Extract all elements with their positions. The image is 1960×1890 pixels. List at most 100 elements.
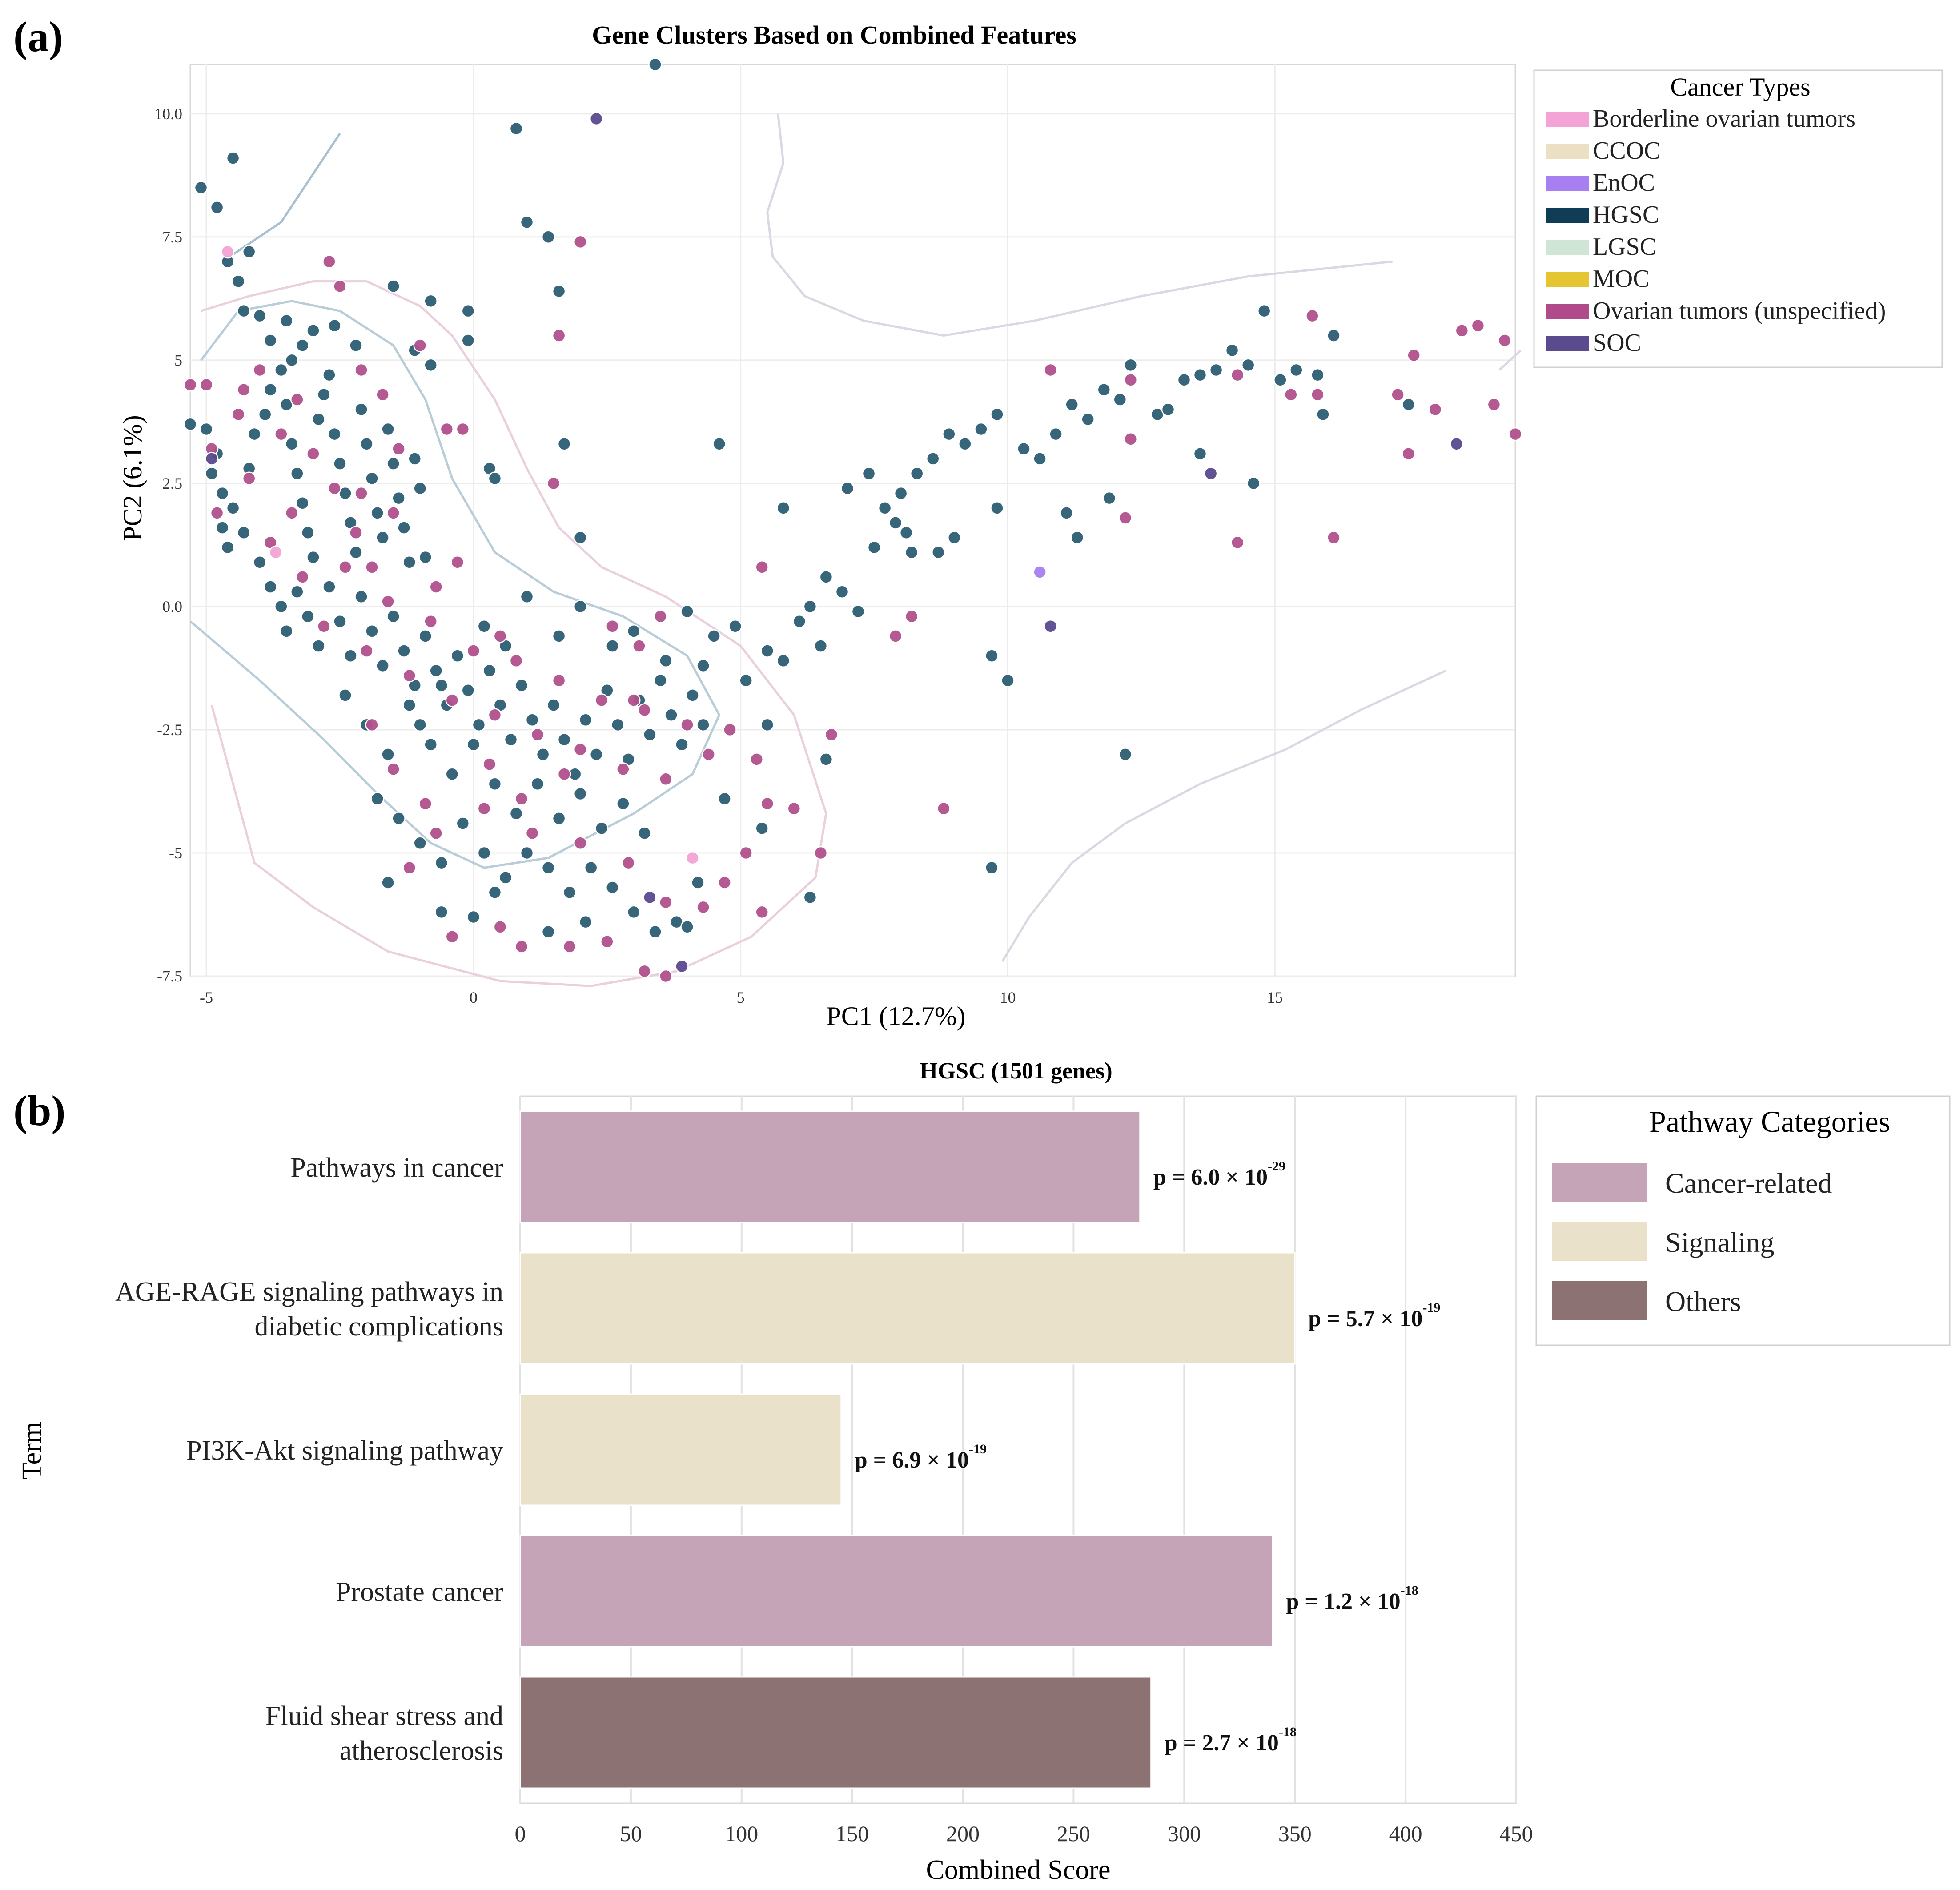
point-ovarian-tumors-unspecified xyxy=(450,555,465,569)
point-hgsc xyxy=(450,649,465,663)
point-ovarian-tumors-unspecified xyxy=(1044,363,1057,377)
point-ovarian-tumors-unspecified xyxy=(824,728,839,742)
point-hgsc xyxy=(932,545,945,559)
point-hgsc xyxy=(504,732,518,747)
point-ovarian-tumors-unspecified xyxy=(937,801,951,816)
point-hgsc xyxy=(648,57,662,72)
cancer-types-legend: Cancer Types Borderline ovarian tumors CC… xyxy=(1533,69,1943,368)
point-hgsc xyxy=(739,673,753,688)
category-label: Fluid shear stress and xyxy=(265,1701,503,1731)
point-ovarian-tumors-unspecified xyxy=(888,629,903,643)
point-hgsc xyxy=(696,718,710,732)
point-ovarian-tumors-unspecified xyxy=(466,644,481,658)
x-tick-label: 0 xyxy=(515,1821,526,1846)
point-hgsc xyxy=(322,368,336,382)
x-tick-label: 300 xyxy=(1168,1821,1201,1846)
point-hgsc xyxy=(835,585,849,599)
category-label: PI3K-Akt signaling pathway xyxy=(186,1436,503,1466)
point-ovarian-tumors-unspecified xyxy=(413,338,427,352)
point-ovarian-tumors-unspecified xyxy=(199,378,213,392)
point-hgsc xyxy=(819,570,833,584)
point-ovarian-tumors-unspecified xyxy=(386,506,400,520)
point-ovarian-tumors-unspecified xyxy=(1508,427,1522,441)
point-ovarian-tumors-unspecified xyxy=(755,905,769,919)
panel-label-b: (b) xyxy=(13,1087,65,1134)
point-enoc xyxy=(1033,565,1047,579)
point-hgsc xyxy=(413,836,427,850)
point-ovarian-tumors-unspecified xyxy=(365,560,379,574)
point-hgsc xyxy=(392,812,406,825)
point-ovarian-tumors-unspecified xyxy=(1498,334,1512,347)
x-tick-label: 450 xyxy=(1500,1821,1533,1846)
point-ovarian-tumors-unspecified xyxy=(1455,324,1469,338)
point-hgsc xyxy=(1017,442,1031,456)
point-hgsc xyxy=(1209,363,1223,377)
point-ovarian-tumors-unspecified xyxy=(338,560,352,574)
point-hgsc xyxy=(301,526,315,539)
point-hgsc xyxy=(354,402,368,416)
point-hgsc xyxy=(541,925,555,939)
scatter-plot-area xyxy=(183,57,1522,987)
point-hgsc xyxy=(413,718,427,732)
x-tick-label: 10 xyxy=(1000,989,1016,1006)
point-soc xyxy=(1204,466,1218,480)
bar-plot-area: p = 6.0 × 10-29 p = 5.7 × 10-19 p = 6.9 × … xyxy=(519,1095,1517,1804)
point-soc xyxy=(675,959,689,973)
legend-label: Borderline ovarian tumors xyxy=(1593,105,1856,133)
point-ovarian-tumors-unspecified xyxy=(354,363,368,377)
scatter-y-label: PC2 (6.1%) xyxy=(118,415,147,541)
legend-label: Ovarian tumors (unspecified) xyxy=(1593,297,1886,325)
point-hgsc xyxy=(509,807,523,820)
point-ovarian-tumors-unspecified xyxy=(638,964,651,978)
bar-x-label: Combined Score xyxy=(926,1855,1111,1885)
point-ovarian-tumors-unspecified xyxy=(1230,535,1245,550)
point-hgsc xyxy=(541,230,555,244)
point-ovarian-tumors-unspecified xyxy=(530,728,545,742)
point-ovarian-tumors-unspecified xyxy=(183,378,197,392)
point-hgsc xyxy=(386,609,400,623)
point-hgsc xyxy=(274,363,288,377)
point-ovarian-tumors-unspecified xyxy=(285,506,299,520)
point-hgsc xyxy=(1257,304,1271,318)
point-soc xyxy=(589,112,603,126)
point-ovarian-tumors-unspecified xyxy=(1124,432,1138,446)
point-hgsc xyxy=(466,737,481,752)
point-hgsc xyxy=(718,792,731,806)
point-hgsc xyxy=(1060,506,1073,520)
point-hgsc xyxy=(562,885,577,899)
scatter-x-label: PC1 (12.7%) xyxy=(826,1001,965,1031)
x-tick-label: 0 xyxy=(470,989,478,1006)
point-hgsc xyxy=(215,486,229,500)
point-ovarian-tumors-unspecified xyxy=(445,930,459,944)
point-ovarian-tumors-unspecified xyxy=(1471,319,1485,333)
x-tick-label: 15 xyxy=(1267,989,1283,1006)
x-tick-label: 150 xyxy=(835,1821,869,1846)
point-hgsc xyxy=(910,466,924,480)
point-ovarian-tumors-unspecified xyxy=(402,861,416,875)
point-ovarian-tumors-unspecified xyxy=(349,526,363,539)
point-ovarian-tumors-unspecified xyxy=(573,836,587,850)
legend-title-pathway-categories: Pathway Categories xyxy=(1649,1105,1890,1138)
legend-swatch xyxy=(1546,336,1589,351)
point-hgsc xyxy=(333,614,347,628)
p-value-label: p = 6.9 × 10-19 xyxy=(855,1442,987,1473)
point-ovarian-tumors-unspecified xyxy=(253,363,267,377)
point-ovarian-tumors-unspecified xyxy=(654,609,667,623)
point-hgsc xyxy=(290,466,304,480)
point-hgsc xyxy=(686,688,699,702)
point-ovarian-tumors-unspecified xyxy=(1311,388,1325,402)
legend-label: EnOC xyxy=(1593,169,1655,197)
point-ovarian-tumors-unspecified xyxy=(1407,348,1421,362)
point-ovarian-tumors-unspecified xyxy=(904,609,919,623)
point-ovarian-tumors-unspecified xyxy=(594,693,609,707)
point-hgsc xyxy=(349,545,363,559)
point-ovarian-tumors-unspecified xyxy=(552,329,566,342)
point-ovarian-tumors-unspecified xyxy=(274,427,288,441)
point-hgsc xyxy=(696,659,710,673)
point-hgsc xyxy=(942,427,956,441)
point-hgsc xyxy=(594,821,609,835)
point-hgsc xyxy=(306,324,320,338)
point-hgsc xyxy=(552,629,566,643)
point-hgsc xyxy=(611,718,625,732)
point-hgsc xyxy=(606,881,619,894)
